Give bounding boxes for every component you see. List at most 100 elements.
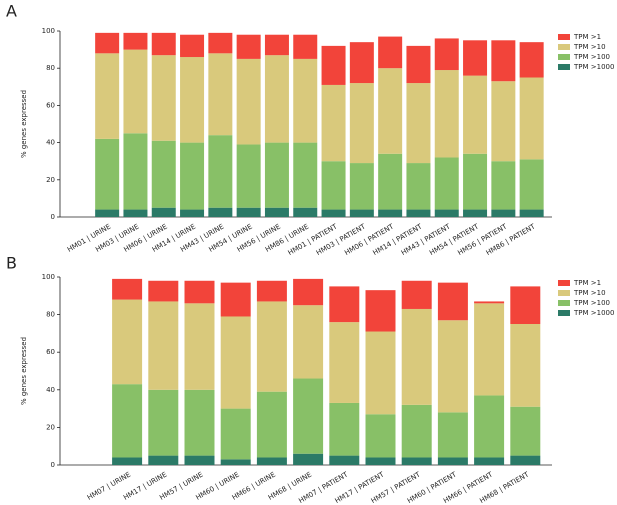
bar-segment (401, 280, 432, 309)
legend-label: TPM >100 (573, 299, 610, 307)
bar-segment (329, 322, 360, 403)
bar-segment (474, 457, 505, 465)
bar-segment (148, 389, 179, 456)
bar-segment (406, 83, 431, 164)
bar-segment (401, 404, 432, 458)
bar-segment (519, 159, 544, 210)
bar-segment (293, 453, 324, 465)
bar-segment (293, 378, 324, 454)
bar-segment (220, 408, 251, 460)
legend-label: TPM >1000 (573, 309, 614, 317)
bar-segment (434, 38, 459, 71)
bar-segment (329, 455, 360, 465)
bar-segment (151, 55, 176, 141)
y-tick-label: 80 (46, 311, 55, 319)
legend-swatch (558, 44, 570, 50)
bar-segment (321, 45, 346, 85)
bar-segment (491, 209, 516, 217)
y-tick-label: 40 (46, 139, 55, 147)
bar-segment (184, 303, 215, 390)
bar-segment (474, 303, 505, 396)
bar-segment (264, 34, 289, 56)
bar-segment (437, 282, 468, 321)
bar-segment (256, 391, 287, 458)
bar-segment (510, 324, 541, 407)
y-axis-label: % genes expressed (20, 90, 28, 158)
y-tick-label: 60 (46, 101, 55, 109)
bar-segment (510, 406, 541, 456)
y-tick-label: 100 (42, 27, 55, 35)
y-tick-label: 60 (46, 348, 55, 356)
bar-segment (474, 395, 505, 458)
legend-swatch (558, 34, 570, 40)
bar-segment (293, 58, 318, 143)
bar-segment (256, 301, 287, 392)
bar-segment (510, 286, 541, 324)
bar-segment (123, 209, 148, 217)
bar-segment (365, 457, 396, 465)
bar-segment (321, 161, 346, 210)
bar-segment (236, 34, 261, 59)
bar-segment (264, 207, 289, 217)
bar-segment (148, 455, 179, 465)
bar-segment (491, 81, 516, 162)
legend-swatch (558, 64, 570, 70)
bar-segment (491, 161, 516, 210)
legend-label: TPM >1 (573, 33, 601, 41)
legend-swatch (558, 280, 570, 286)
bar-segment (180, 209, 205, 217)
bar-segment (434, 209, 459, 217)
bar-segment (151, 140, 176, 208)
bar-segment (184, 280, 215, 304)
bar-segment (349, 83, 374, 164)
bar-segment (437, 320, 468, 413)
bar-segment (510, 455, 541, 465)
bar-segment (378, 153, 403, 210)
bar-segment (236, 144, 261, 208)
panel-label: A (6, 2, 17, 21)
bar-segment (220, 316, 251, 409)
legend-label: TPM >1000 (573, 63, 614, 71)
bar-segment (474, 301, 505, 304)
bar-segment (519, 77, 544, 160)
bar-segment (180, 34, 205, 58)
legend-swatch (558, 54, 570, 60)
bar-segment (184, 455, 215, 465)
bar-segment (293, 142, 318, 208)
panel-label: B (6, 254, 17, 273)
bar-segment (148, 301, 179, 390)
bar-segment (208, 135, 233, 208)
bar-segment (180, 142, 205, 210)
legend-label: TPM >10 (573, 43, 606, 51)
bar-segment (264, 142, 289, 208)
legend-label: TPM >1 (573, 279, 601, 287)
bar-segment (95, 209, 120, 217)
y-tick-label: 100 (42, 273, 55, 281)
bar-segment (365, 414, 396, 458)
bar-segment (378, 36, 403, 69)
bar-segment (463, 153, 488, 210)
bar-segment (519, 209, 544, 217)
y-tick-label: 40 (46, 386, 55, 394)
bar-segment (437, 457, 468, 465)
bar-segment (151, 207, 176, 217)
bar-segment (329, 402, 360, 456)
y-tick-label: 0 (51, 213, 55, 221)
bar-segment (378, 68, 403, 154)
bar-segment (463, 75, 488, 154)
bar-segment (112, 278, 143, 300)
bar-segment (151, 32, 176, 56)
bar-segment (95, 53, 120, 139)
bar-segment (491, 40, 516, 82)
bar-segment (293, 305, 324, 379)
bar-segment (220, 459, 251, 465)
bar-segment (321, 84, 346, 162)
bar-segment (293, 278, 324, 306)
bar-segment (401, 308, 432, 405)
bar-segment (349, 42, 374, 84)
bar-segment (349, 163, 374, 210)
y-axis-label: % genes expressed (20, 337, 28, 405)
bar-segment (378, 209, 403, 217)
bar-segment (184, 389, 215, 456)
